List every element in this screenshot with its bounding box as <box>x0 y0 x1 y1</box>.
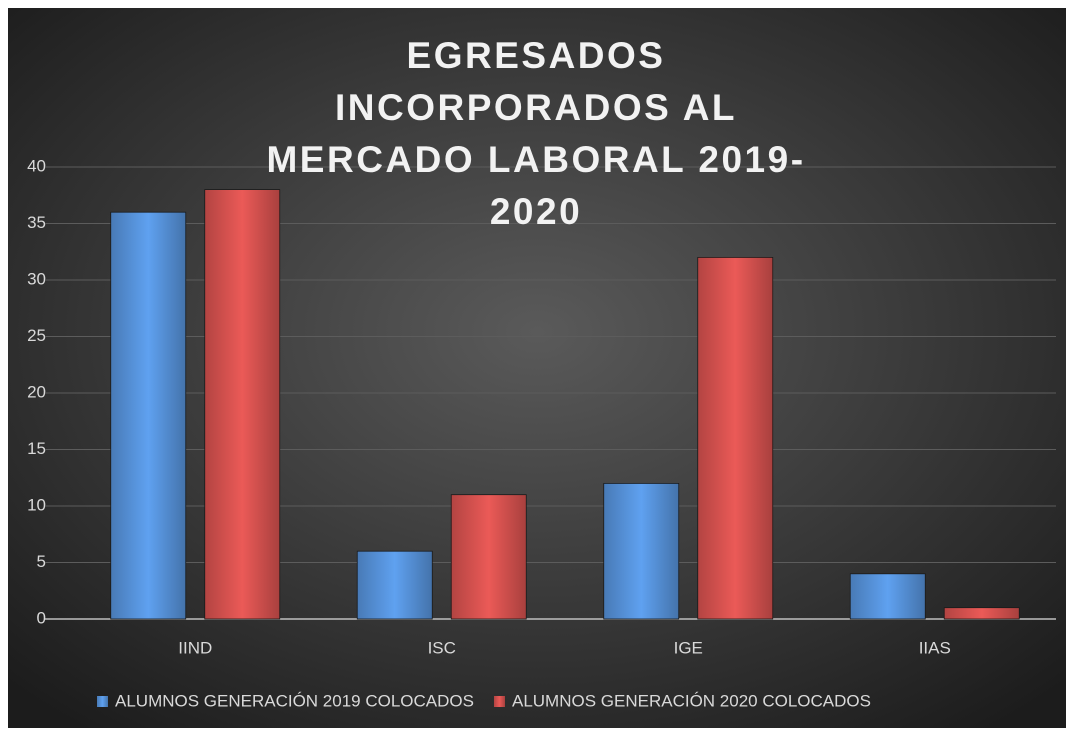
legend-swatch <box>97 696 108 707</box>
bar <box>849 573 926 620</box>
x-tick-label: ISC <box>428 638 456 657</box>
y-tick-label: 30 <box>27 269 46 288</box>
bar <box>450 494 527 620</box>
y-tick-label: 40 <box>27 156 46 175</box>
x-tick-label: IIAS <box>919 638 951 657</box>
legend-swatch <box>493 696 505 707</box>
bar <box>110 211 187 620</box>
y-tick-label: 5 <box>37 552 46 571</box>
y-tick-label: 20 <box>27 382 46 401</box>
x-tick-label: IGE <box>674 638 703 657</box>
legend-label: ALUMNOS GENERACIÓN 2019 COLOCADOS <box>115 691 474 710</box>
bar <box>697 256 774 620</box>
legend-label: ALUMNOS GENERACIÓN 2020 COLOCADOS <box>512 691 871 710</box>
bar <box>204 189 281 620</box>
bar <box>603 482 680 620</box>
y-tick-label: 15 <box>27 439 46 458</box>
y-tick-label: 10 <box>27 495 46 514</box>
bar <box>943 607 1020 620</box>
bar <box>356 550 433 620</box>
y-tick-label: 35 <box>27 213 46 232</box>
x-tick-label: IIND <box>178 638 212 657</box>
chart-title: EGRESADOS INCORPORADOS AL MERCADO LABORA… <box>266 35 806 232</box>
legend: ALUMNOS GENERACIÓN 2019 COLOCADOS ALUMNOS… <box>97 691 871 710</box>
y-tick-label: 0 <box>37 608 46 627</box>
y-tick-label: 25 <box>27 326 46 345</box>
